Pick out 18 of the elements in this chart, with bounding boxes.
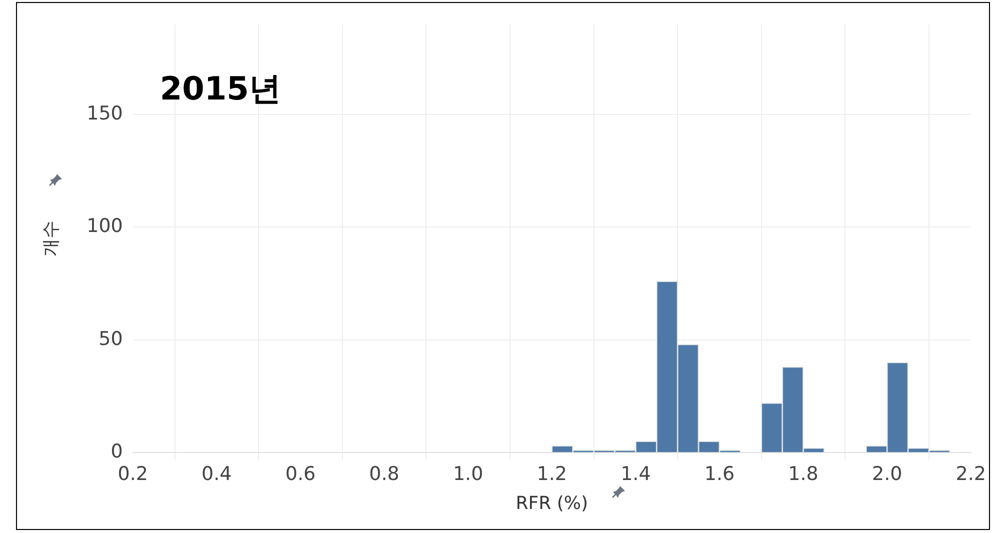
y-tick-label: 100: [86, 215, 123, 238]
x-tick-label: 1.8: [788, 462, 818, 485]
y-tick-label: 150: [86, 102, 123, 124]
x-axis-title: RFR (%): [516, 492, 588, 514]
x-tick-label: 0.6: [285, 462, 316, 485]
x-tick-label: 1.6: [704, 462, 735, 485]
x-tick-label: 1.0: [452, 462, 484, 485]
x-tick-label: 2.0: [872, 462, 902, 485]
y-tick-label: 50: [98, 328, 123, 350]
y-tick-label: 0: [110, 440, 123, 463]
x-tick-label: 1.4: [620, 462, 651, 485]
x-tick-label: 1.2: [536, 462, 567, 485]
y-axis-title: 개수: [40, 220, 62, 256]
text: 2015년: [160, 69, 281, 108]
x-tick-label: 0.2: [118, 462, 148, 485]
x-tick-label: 0.8: [369, 462, 400, 485]
x-tick-label: 0.4: [202, 462, 232, 485]
x-tick-label: 2.2: [956, 462, 986, 485]
